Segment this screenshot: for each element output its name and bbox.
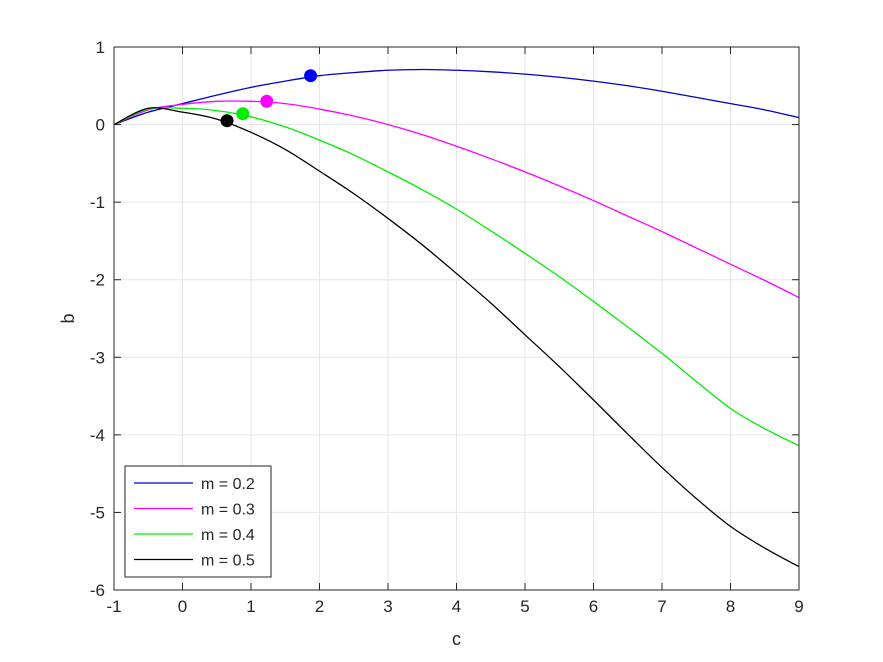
series-line-2	[113, 100, 800, 299]
legend-label-4: m = 0.5	[201, 553, 255, 570]
legend-label-2: m = 0.3	[201, 502, 255, 519]
y-axis-label: b	[58, 313, 78, 323]
marker-group	[220, 69, 318, 128]
x-tick-label: 8	[726, 597, 735, 616]
tick-labels: -1 0 1 2 3 4 5 6 7 8 9 -6 -5 -4 -3 -2 -1 0 1	[90, 38, 804, 616]
legend-box	[124, 465, 272, 578]
legend: m = 0.2 m = 0.3 m = 0.4 m = 0.5	[124, 465, 272, 578]
x-tick-label: 3	[383, 597, 392, 616]
x-tick-label: 9	[794, 597, 803, 616]
plot-frame	[113, 46, 800, 591]
y-tick-label: 0	[96, 116, 105, 135]
legend-label-3: m = 0.4	[201, 527, 255, 544]
y-tick-label: 1	[96, 38, 105, 57]
series-line-1	[113, 68, 800, 126]
series-point-1	[304, 69, 318, 83]
series-line-3	[113, 106, 800, 447]
legend-label-1: m = 0.2	[201, 476, 255, 493]
x-tick-label: 2	[315, 597, 324, 616]
y-tick-label: -5	[90, 503, 105, 522]
x-tick-label: 4	[452, 597, 461, 616]
x-tick-label: 1	[246, 597, 255, 616]
y-tick-label: -4	[90, 426, 105, 445]
y-tick-label: -6	[90, 581, 105, 600]
x-tick-label: 5	[520, 597, 529, 616]
y-tick-label: -2	[90, 271, 105, 290]
x-tick-label: -1	[106, 597, 121, 616]
series-point-2	[260, 94, 274, 108]
x-axis-label: c	[452, 629, 461, 649]
series-point-4	[220, 114, 234, 128]
x-tick-label: 0	[178, 597, 187, 616]
x-tick-label: 6	[589, 597, 598, 616]
x-tick-label: 7	[657, 597, 666, 616]
series-point-3	[236, 107, 250, 121]
y-tick-label: -3	[90, 348, 105, 367]
y-tick-label: -1	[90, 193, 105, 212]
